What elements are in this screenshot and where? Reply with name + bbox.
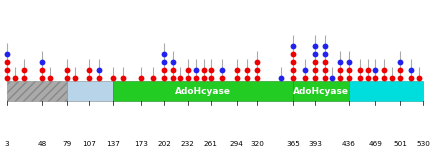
Bar [67, 81, 113, 101]
Bar [293, 81, 349, 101]
Bar [113, 81, 293, 101]
Text: AdoHcyase: AdoHcyase [175, 86, 231, 96]
Bar [7, 81, 67, 101]
Bar [349, 81, 423, 101]
Text: AdoHcyase: AdoHcyase [293, 86, 349, 96]
